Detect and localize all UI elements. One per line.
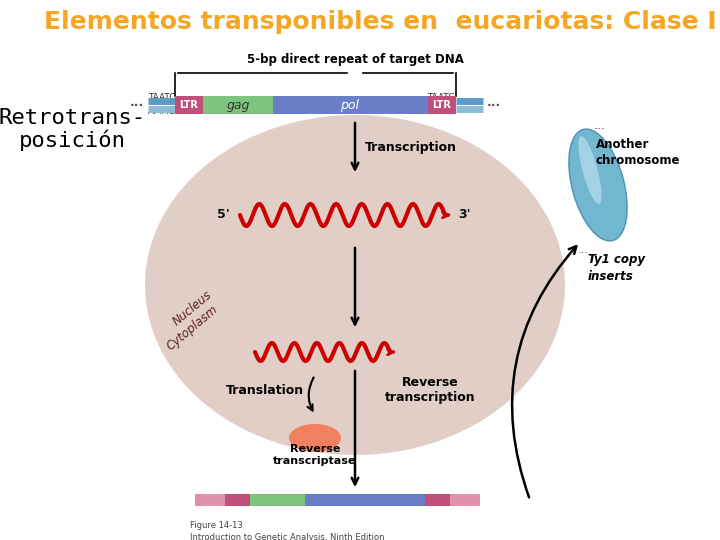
- Bar: [305, 494, 425, 506]
- Bar: [273, 96, 428, 114]
- Bar: [425, 494, 450, 506]
- Bar: [203, 96, 273, 114]
- Text: 5-bp direct repeat of target DNA: 5-bp direct repeat of target DNA: [246, 53, 464, 66]
- Bar: [450, 494, 480, 506]
- Bar: [175, 96, 203, 114]
- Text: TAATC: TAATC: [148, 93, 176, 103]
- Text: ···: ···: [130, 98, 144, 111]
- Ellipse shape: [578, 136, 602, 204]
- Text: TAATC: TAATC: [428, 93, 455, 103]
- Text: LTR: LTR: [179, 100, 199, 110]
- Bar: [250, 494, 305, 506]
- Text: 5': 5': [217, 208, 230, 221]
- Ellipse shape: [569, 129, 627, 241]
- Text: Retrotrans-: Retrotrans-: [0, 108, 145, 128]
- Text: ···: ···: [577, 248, 588, 258]
- Text: posición: posición: [19, 129, 125, 151]
- Text: ATTAG: ATTAG: [427, 107, 455, 117]
- Text: Another
chromosome: Another chromosome: [596, 138, 680, 166]
- Text: pol: pol: [341, 98, 359, 111]
- Text: LTR: LTR: [433, 100, 451, 110]
- Text: gag: gag: [226, 98, 250, 111]
- Text: Nucleus: Nucleus: [170, 288, 214, 328]
- Text: Ty1 copy
inserts: Ty1 copy inserts: [588, 253, 645, 282]
- Bar: [195, 494, 225, 506]
- Text: Transcription: Transcription: [365, 141, 457, 154]
- Text: Translation: Translation: [226, 383, 304, 396]
- Text: Cytoplasm: Cytoplasm: [163, 303, 220, 353]
- Text: ATTAG: ATTAG: [148, 107, 176, 117]
- FancyArrowPatch shape: [512, 246, 576, 497]
- Text: 3': 3': [458, 208, 471, 221]
- Text: Elementos transponibles en  eucariotas: Clase I: Elementos transponibles en eucariotas: C…: [44, 10, 716, 34]
- Text: Reverse
transcription: Reverse transcription: [384, 375, 475, 404]
- Ellipse shape: [145, 115, 565, 455]
- Ellipse shape: [289, 424, 341, 452]
- Text: ···: ···: [594, 124, 606, 137]
- Bar: [225, 494, 250, 506]
- Text: ···: ···: [487, 98, 501, 111]
- Text: Reverse
transcriptase: Reverse transcriptase: [274, 444, 356, 466]
- Text: Figure 14-13
Introduction to Genetic Analysis, Ninth Edition
© 2008 W. H. Freema: Figure 14-13 Introduction to Genetic Ana…: [190, 521, 384, 540]
- Bar: [428, 96, 456, 114]
